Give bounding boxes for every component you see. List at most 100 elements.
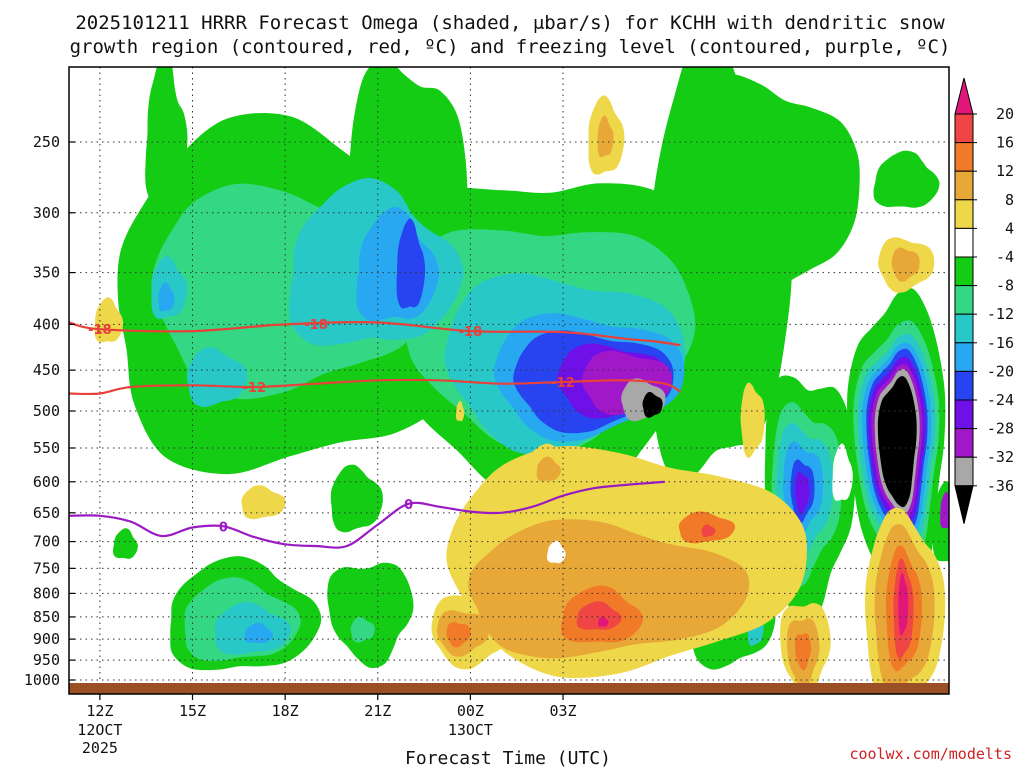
ground-surface [69, 683, 949, 694]
chart-title-line-1: 2025101211 HRRR Forecast Omega (shaded, … [75, 12, 945, 34]
y-tick-label-900: 900 [33, 630, 60, 648]
colorbar-swatch-7 [954, 285, 974, 315]
omega-region-ascent-upper-green [113, 528, 138, 559]
colorbar-arrow-bottom [954, 485, 974, 524]
dgz-contour--18-label: -18 [88, 323, 112, 338]
omega-region-neutral [547, 540, 566, 564]
dgz-contour--12-label: -12 [551, 376, 575, 391]
dgz-contour--18-label: -18 [304, 318, 328, 333]
y-tick-label-800: 800 [33, 584, 60, 602]
y-tick-label-750: 750 [33, 559, 60, 577]
colorbar-swatch-3 [954, 170, 974, 201]
y-tick-label-600: 600 [33, 473, 60, 491]
colorbar-arrow-top [954, 77, 974, 115]
colorbar-label-4: 4 [1005, 219, 1014, 237]
omega-region-neutral [832, 443, 853, 501]
y-tick-label-300: 300 [33, 204, 60, 222]
contours: -18 -18 -18 -12 -12 0 0 [69, 318, 681, 549]
colorbar-label-12: 12 [996, 162, 1014, 180]
y-tick-label-950: 950 [33, 651, 60, 669]
x-axis-title: Forecast Time (UTC) [405, 748, 611, 768]
omega-region-descent-orange [446, 622, 471, 648]
y-tick-label-550: 550 [33, 439, 60, 457]
chart-title-line-2: growth region (contoured, red, ºC) and f… [70, 36, 951, 58]
omega-region-descent-yellow [740, 382, 765, 458]
colorbar-swatch-5 [954, 227, 974, 258]
y-tick-label-650: 650 [33, 504, 60, 522]
colorbar-swatch-11 [954, 399, 974, 430]
y-tick-label-850: 850 [33, 608, 60, 626]
omega-shading [94, 67, 949, 694]
colorbar-swatch-8 [954, 313, 974, 344]
omega-region-descent-magenta [898, 572, 909, 636]
y-tick-label-500: 500 [33, 402, 60, 420]
omega-region-descent-orange [795, 633, 812, 671]
colorbar-label--24: -24 [987, 391, 1014, 409]
dgz-contour--12-label: -12 [243, 381, 267, 396]
colorbar-swatch-13 [954, 456, 974, 487]
omega-region-ascent-upper-green [669, 74, 860, 311]
freezing-level-contour-label: 0 [404, 498, 413, 513]
x-tick-label-00Z: 00Z [457, 702, 484, 720]
omega-region-descent-gold [597, 115, 614, 158]
colorbar-label-16: 16 [996, 134, 1014, 152]
omega-region-descent-red [576, 601, 622, 630]
colorbar-swatch-6 [954, 256, 974, 287]
x-tick-sublabel-2025: 2025 [82, 739, 118, 757]
y-tick-label-250: 250 [33, 133, 60, 151]
y-tick-label-350: 350 [33, 264, 60, 282]
colorbar-label-8: 8 [1005, 191, 1014, 209]
colorbar-swatch-1 [954, 113, 974, 144]
x-tick-sublabel-13OCT: 13OCT [448, 721, 493, 739]
omega-region-descent-gold [536, 456, 562, 482]
colorbar-swatch-4 [954, 199, 974, 229]
colorbar-label--4: -4 [996, 248, 1014, 266]
x-tick-label-21Z: 21Z [364, 702, 391, 720]
colorbar-label--28: -28 [987, 420, 1014, 438]
x-tick-sublabel-12OCT: 12OCT [77, 721, 122, 739]
colorbar-label-20: 20 [996, 105, 1014, 123]
omega-region-ascent-lightblue [158, 282, 175, 312]
omega-region-ascent-lightblue [244, 622, 274, 644]
omega-region-ascent-purple [795, 471, 810, 515]
omega-region-ascent-black [877, 376, 917, 508]
freezing-level-contour-label: 0 [219, 520, 228, 535]
omega-region-ascent-violet [940, 491, 949, 529]
colorbar-label--36: -36 [987, 477, 1014, 495]
x-tick-label-15Z: 15Z [179, 702, 206, 720]
omega-region-ascent-cyan [186, 347, 248, 408]
omega-region-ascent-teal [350, 616, 375, 643]
plot-frame [68, 66, 950, 695]
x-tick-label-18Z: 18Z [272, 702, 299, 720]
colorbar-label--32: -32 [987, 448, 1014, 466]
credit-text: coolwx.com/modelts [849, 745, 1012, 763]
x-tick-label-03Z: 03Z [549, 702, 576, 720]
colorbar-label--16: -16 [987, 334, 1014, 352]
dgz-contour--18-label: -18 [459, 325, 483, 340]
y-axis: 250 300 350 400 450 500 550 600 650 700 750 800 850 9… [24, 133, 75, 689]
omega-region-ascent-upper-green [327, 562, 414, 669]
freezing-level-contour [69, 480, 665, 549]
y-tick-label-700: 700 [33, 533, 60, 551]
dgz-contour--18 [69, 321, 681, 347]
colorbar-label--12: -12 [987, 305, 1014, 323]
y-tick-label-450: 450 [33, 361, 60, 379]
colorbar-label--20: -20 [987, 362, 1014, 380]
omega-region-descent-red [701, 524, 716, 538]
omega-region-ascent-upper-green [330, 464, 383, 533]
omega-region-ascent-upper-green [873, 150, 940, 208]
colorbar: 20 16 12 8 4 -4 -8 -12 -16 -20 -24 -28 -32 -36 [954, 77, 1014, 524]
x-tick-label-12Z: 12Z [86, 702, 113, 720]
y-tick-label-400: 400 [33, 315, 60, 333]
colorbar-swatch-12 [954, 428, 974, 458]
omega-region-descent-gold [891, 247, 920, 282]
colorbar-swatch-10 [954, 370, 974, 401]
omega-region-descent-magenta [598, 616, 609, 627]
y-tick-label-1000: 1000 [24, 671, 60, 689]
colorbar-swatch-2 [954, 142, 974, 172]
dgz-contour--12 [69, 378, 681, 396]
colorbar-label--8: -8 [996, 277, 1014, 295]
omega-region-ascent-blue [396, 218, 426, 309]
